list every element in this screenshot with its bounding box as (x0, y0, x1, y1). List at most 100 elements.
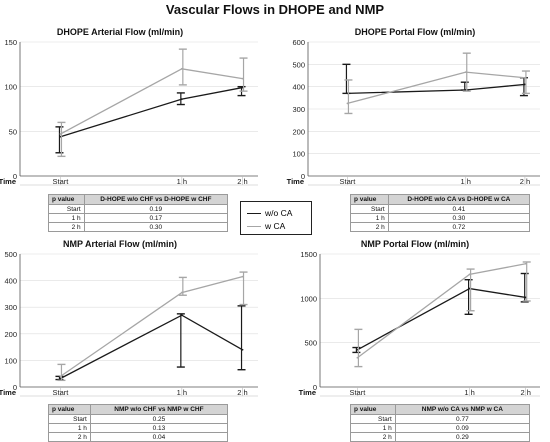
data-point (59, 133, 62, 135)
series-line (60, 68, 243, 135)
series-w-ca (57, 48, 248, 158)
y-tick-label: 100 (4, 83, 17, 92)
x-tick-label: 1 h (177, 177, 187, 186)
x-tick-label: Start (53, 388, 70, 397)
p-table-value: 0.77 (394, 414, 531, 424)
chart-title: NMP Portal Flow (ml/min) (361, 239, 469, 249)
p-table-timepoint: Start (350, 414, 396, 424)
charts-layer: DHOPE Arterial Flow (ml/min) 0 50 100 150 Sta… (0, 27, 540, 397)
y-tick-label: 300 (292, 105, 305, 114)
p-table-timepoint: 2 h (48, 222, 85, 232)
series-line (347, 83, 525, 95)
p-table-value: 0.29 (394, 432, 531, 442)
p-table-header-label: p value (350, 194, 389, 205)
legend-item-w-ca: w CA (247, 221, 285, 231)
p-table-timepoint: 1 h (350, 213, 389, 223)
p-table-timepoint: 2 h (48, 432, 91, 442)
series-line (347, 71, 525, 105)
p-table-header-comparison: D-HOPE w/o CHF vs D-HOPE w CHF (83, 194, 229, 205)
p-table-timepoint: Start (350, 204, 389, 214)
y-tick-label: 200 (4, 330, 17, 339)
x-tick-label: Start (340, 177, 357, 186)
legend-label-wo-ca: w/o CA (265, 208, 293, 218)
data-point (59, 375, 62, 378)
y-tick-label: 200 (292, 127, 305, 136)
p-table-row: 1 h 0.17 (48, 213, 229, 223)
p-value-table-nmp-portal: p value NMP w/o CA vs NMP w CA Start 0.77 1 … (350, 404, 531, 442)
p-table-row: 2 h 0.29 (350, 432, 531, 442)
y-tick-label: 300 (4, 303, 17, 312)
y-tick-label: 400 (4, 277, 17, 286)
y-tick-label: 100 (292, 150, 305, 159)
chart-title: NMP Arterial Flow (ml/min) (63, 239, 177, 249)
data-point (356, 356, 359, 359)
p-table-row: 1 h 0.30 (350, 213, 531, 223)
p-table-value: 0.41 (387, 204, 531, 214)
p-table-value: 0.19 (83, 204, 229, 214)
y-tick-label: 600 (292, 38, 305, 47)
series-line (60, 275, 243, 377)
y-tick-label: 0 (301, 172, 305, 181)
data-point (524, 262, 527, 265)
series-line (357, 287, 526, 351)
p-value-table-dhope-arterial: p value D-HOPE w/o CHF vs D-HOPE w CHF Sta… (48, 194, 229, 232)
p-table-header-label: p value (48, 194, 85, 205)
y-tick-label: 150 (4, 38, 17, 47)
series-line (357, 263, 526, 359)
p-table-header-label: p value (48, 404, 91, 415)
y-tick-label: 500 (292, 60, 305, 69)
p-value-table-dhope-portal: p value D-HOPE w/o CA vs D-HOPE w CA Start… (350, 194, 531, 232)
p-table-value: 0.17 (83, 213, 229, 223)
time-axis-caption: Time (0, 388, 16, 397)
p-table-header-label: p value (350, 404, 396, 415)
chart-nmp-portal: NMP Portal Flow (ml/min) 0 500 1000 1500 Star… (299, 239, 540, 397)
legend-swatch-wo-ca (247, 212, 261, 214)
p-table-value: 0.30 (83, 222, 229, 232)
legend-label-w-ca: w CA (265, 221, 286, 231)
p-table-header-comparison: D-HOPE w/o CA vs D-HOPE w CA (387, 194, 531, 205)
p-table-timepoint: 2 h (350, 222, 389, 232)
chart-title: DHOPE Arterial Flow (ml/min) (57, 27, 183, 37)
data-point (524, 76, 526, 79)
p-value-table-nmp-arterial: p value NMP w/o CHF vs NMP w CHF Start 0.25… (48, 404, 229, 442)
y-tick-label: 500 (304, 339, 317, 348)
p-table-row: 2 h 0.04 (48, 432, 229, 442)
x-tick-label: 2 h (237, 177, 247, 186)
p-table-row: 2 h 0.30 (48, 222, 229, 232)
series-wo-ca (55, 85, 246, 154)
series-line (60, 314, 243, 380)
x-tick-label: 2 h (520, 177, 530, 186)
p-table-row: Start 0.41 (350, 204, 531, 214)
x-tick-label: Start (53, 177, 70, 186)
y-tick-label: 400 (292, 83, 305, 92)
time-axis-caption: Time (299, 388, 316, 397)
x-tick-label: 1 h (177, 388, 187, 397)
data-point (180, 291, 183, 294)
p-table-value: 0.04 (89, 432, 229, 442)
y-tick-label: 0 (313, 383, 317, 392)
p-table-value: 0.09 (394, 423, 531, 433)
p-table-timepoint: 2 h (350, 432, 396, 442)
series-line (60, 86, 243, 138)
chart-dhope-portal: DHOPE Portal Flow (ml/min) 0 100 200 300 400 5… (287, 27, 540, 186)
y-tick-label: 100 (4, 356, 17, 365)
y-tick-label: 50 (9, 127, 17, 136)
p-table-value: 0.30 (387, 213, 531, 223)
data-point (468, 273, 471, 276)
x-tick-label: Start (349, 388, 366, 397)
x-tick-label: 1 h (464, 388, 474, 397)
y-tick-label: 1000 (300, 294, 317, 303)
p-table-value: 0.25 (89, 414, 229, 424)
legend-item-wo-ca: w/o CA (247, 208, 292, 218)
p-table-row: 1 h 0.09 (350, 423, 531, 433)
data-point (180, 98, 183, 101)
p-table-row: 1 h 0.13 (48, 423, 229, 433)
p-table-timepoint: 1 h (48, 423, 91, 433)
chart-nmp-arterial: NMP Arterial Flow (ml/min) 0 100 200 300 400 5… (0, 239, 258, 397)
p-table-header-comparison: NMP w/o CA vs NMP w CA (394, 404, 531, 415)
p-table-value: 0.72 (387, 222, 531, 232)
figure-title: Vascular Flows in DHOPE and NMP (166, 2, 384, 17)
series-wo-ca (55, 305, 246, 381)
y-tick-label: 0 (13, 383, 17, 392)
